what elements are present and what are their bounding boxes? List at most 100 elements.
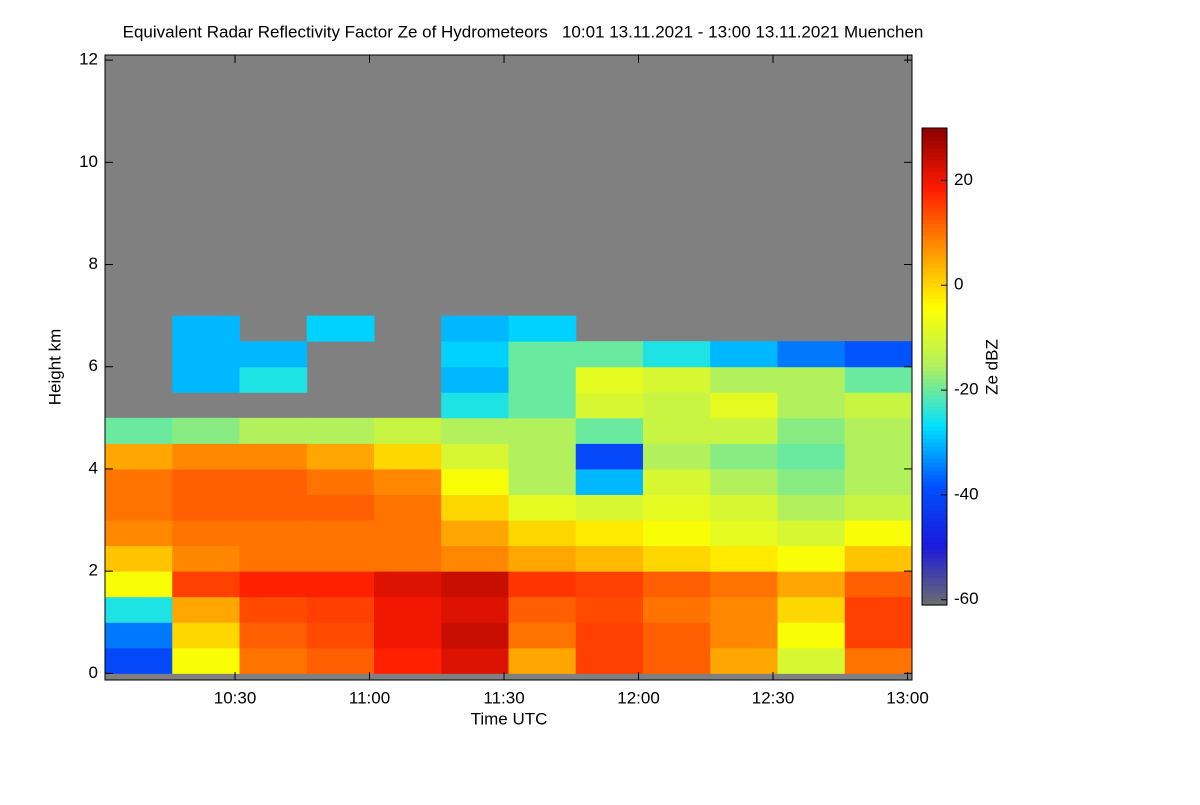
heatmap-cell	[844, 468, 912, 495]
colorbar-swatch	[922, 553, 947, 558]
heatmap-cell	[575, 341, 644, 368]
heatmap-cell	[441, 571, 509, 598]
colorbar-swatch	[922, 549, 947, 554]
heatmap-cell	[575, 366, 644, 393]
colorbar-swatch	[922, 501, 947, 507]
colorbar-tick-label: -60	[954, 589, 979, 608]
colorbar-swatch	[922, 521, 947, 527]
colorbar-swatch	[922, 589, 947, 594]
heatmap-cell	[441, 341, 509, 368]
heatmap-cell	[105, 596, 173, 623]
heatmap-cell	[777, 341, 846, 368]
colorbar-swatch	[922, 398, 947, 403]
heatmap-cell	[374, 468, 442, 495]
heatmap-cell	[643, 545, 711, 572]
heatmap-cell	[777, 494, 846, 521]
colorbar-swatch	[922, 302, 947, 308]
colorbar-swatch	[922, 195, 947, 201]
colorbar-swatch	[922, 537, 947, 542]
colorbar-swatch	[922, 167, 947, 173]
colorbar-swatch	[922, 573, 947, 578]
heatmap-cell	[710, 494, 778, 521]
heatmap-cell	[306, 468, 375, 495]
heatmap-cell	[374, 596, 442, 623]
heatmap-cell	[239, 468, 308, 495]
heatmap-cell	[441, 622, 509, 649]
colorbar-swatch	[922, 394, 947, 399]
colorbar-swatch	[922, 275, 947, 280]
colorbar-swatch	[922, 346, 947, 352]
heatmap-cell	[508, 520, 577, 547]
x-tick-label: 11:00	[349, 688, 390, 707]
y-tick-label: 10	[79, 152, 98, 171]
heatmap-cell	[239, 443, 308, 470]
colorbar-swatch	[922, 477, 947, 483]
colorbar-swatch	[922, 446, 947, 451]
colorbar-swatch	[922, 187, 947, 193]
heatmap-cell	[306, 417, 375, 444]
heatmap-cell	[575, 647, 644, 674]
heatmap-cell	[575, 596, 644, 623]
heatmap-cell	[441, 520, 509, 547]
heatmap-cell	[441, 647, 509, 674]
heatmap-cell	[643, 571, 711, 598]
colorbar-swatch	[922, 294, 947, 300]
colorbar-swatch	[922, 374, 947, 380]
colorbar-swatch	[922, 585, 947, 590]
heatmap-cell	[710, 647, 778, 674]
heatmap-cell	[710, 417, 778, 444]
heatmap-cell	[374, 494, 442, 521]
heatmap-cell	[777, 571, 846, 598]
heatmap-cell	[643, 468, 711, 495]
heatmap-cell	[575, 520, 644, 547]
colorbar-swatch	[922, 267, 947, 272]
heatmap-cell	[374, 647, 442, 674]
heatmap-cell	[105, 647, 173, 674]
colorbar-swatch	[922, 155, 947, 161]
heatmap-cell	[777, 366, 846, 393]
colorbar-swatch	[922, 513, 947, 519]
colorbar-swatch	[922, 306, 947, 312]
heatmap-cell	[844, 392, 912, 419]
heatmap-cell	[306, 520, 375, 547]
colorbar-swatch	[922, 131, 947, 137]
colorbar-swatch	[922, 426, 947, 431]
colorbar-swatch	[922, 338, 947, 344]
heatmap-cell	[710, 443, 778, 470]
heatmap-cell	[575, 545, 644, 572]
heatmap-cell	[643, 392, 711, 419]
colorbar-swatch	[922, 231, 947, 236]
colorbar-swatch	[922, 175, 947, 181]
colorbar-swatch	[922, 143, 947, 149]
heatmap-cell	[508, 366, 577, 393]
colorbar-swatch	[922, 215, 947, 221]
heatmap-cell	[239, 596, 308, 623]
heatmap-cell	[172, 341, 240, 368]
colorbar-swatch	[922, 489, 947, 495]
y-axis-label: Height km	[45, 329, 64, 406]
x-tick-label: 12:00	[617, 688, 660, 707]
x-tick-label: 11:30	[483, 688, 524, 707]
colorbar-swatch	[922, 601, 947, 606]
heatmap-cell	[172, 494, 240, 521]
colorbar-swatch	[922, 386, 947, 391]
heatmap-cell	[575, 392, 644, 419]
colorbar-swatch	[922, 283, 947, 288]
colorbar-swatch	[922, 561, 947, 566]
colorbar-swatch	[922, 422, 947, 427]
heatmap-cell	[441, 468, 509, 495]
heatmap-cell	[441, 417, 509, 444]
heatmap-cell	[643, 520, 711, 547]
heatmap-cell	[575, 443, 644, 470]
heatmap-cell	[508, 443, 577, 470]
heatmap-cell	[105, 545, 173, 572]
colorbar-swatch	[922, 147, 947, 153]
heatmap-cell	[844, 443, 912, 470]
heatmap-cell	[172, 468, 240, 495]
heatmap-cell	[508, 571, 577, 598]
heatmap-cell	[710, 622, 778, 649]
heatmap-cell	[643, 443, 711, 470]
heatmap-cell	[643, 341, 711, 368]
colorbar-swatch	[922, 290, 947, 296]
heatmap-cell	[710, 520, 778, 547]
